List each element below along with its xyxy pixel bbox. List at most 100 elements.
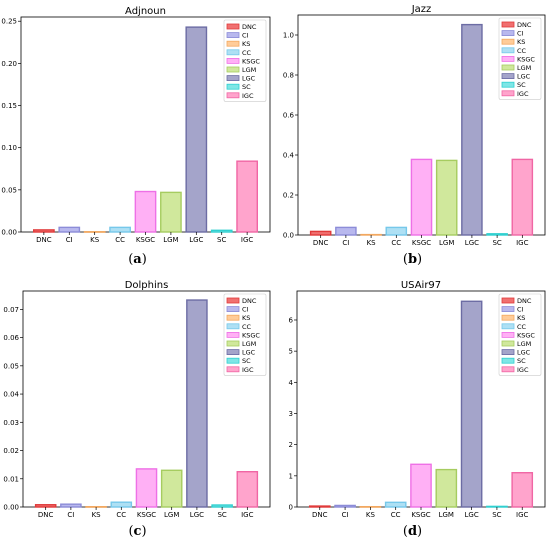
legend-swatch-lgc [501, 349, 515, 355]
legend-label-dnc: DNC [517, 21, 532, 29]
bar-cc [109, 226, 131, 233]
y-tick-label: 0.0 [283, 232, 294, 240]
chart-title: Jazz [411, 4, 432, 15]
y-tick-label: 0.00 [3, 504, 19, 512]
bar-cc [384, 501, 407, 508]
legend-label-dnc: DNC [242, 297, 257, 305]
bar-ci [58, 226, 81, 233]
bar-ksgc [135, 468, 158, 508]
legend-swatch-lgm [501, 64, 515, 71]
legend-label-sc: SC [242, 357, 251, 365]
bar-lgc [460, 300, 483, 508]
y-tick-label: 0.00 [1, 229, 17, 237]
legend-swatch-ci [226, 32, 240, 38]
legend-label-igc: IGC [517, 90, 529, 98]
y-tick-label: 6 [289, 316, 294, 324]
y-tick-label: 0.6 [283, 112, 295, 120]
legend-swatch-cc [501, 323, 515, 330]
y-tick-label: 0.04 [3, 391, 19, 399]
legend-swatch-lgm [501, 340, 515, 347]
x-tick-label-lgc: LGC [465, 239, 479, 247]
x-tick-label-ksgc: KSGC [137, 511, 156, 519]
legend-swatch-igc [501, 366, 515, 373]
legend-label-lgc: LGC [517, 73, 531, 81]
y-tick-label: 0.10 [1, 144, 17, 152]
panel-caption-a: (a) [128, 252, 147, 267]
x-tick-label-ci: CI [67, 511, 74, 519]
legend-swatch-ks [501, 38, 515, 45]
chart-dolphins: Dolphins 0.00 0.01 0.02 0.03 0.04 0.05 0.06 0.07… [3, 280, 271, 519]
legend-swatch-ks [501, 314, 515, 321]
legend-swatch-ksgc [501, 332, 515, 338]
x-tick-label-sc: SC [492, 239, 501, 247]
x-tick-label-lgm: LGM [164, 511, 179, 519]
x-tick-label-lgm: LGM [439, 511, 454, 519]
legend-swatch-dnc [226, 297, 240, 304]
legend-swatch-ci [501, 30, 515, 37]
bar-sc [486, 505, 508, 508]
legend-swatch-sc [501, 357, 515, 364]
bar-igc [236, 471, 259, 508]
x-tick-label-cc: CC [391, 239, 401, 247]
y-tick-label: 1.0 [283, 32, 294, 40]
legend-swatch-ks [226, 40, 240, 47]
legend-label-ks: KS [242, 40, 250, 48]
chart-title: Adjnoun [125, 6, 166, 17]
x-tick-label-lgm: LGM [439, 239, 454, 247]
x-tick-label-igc: IGC [241, 511, 253, 519]
chart-panel-adjnoun: Adjnoun 0.00 0.05 0.10 0.15 0.20 0.25 DNC CI KS CC… [0, 0, 275, 271]
legend-swatch-igc [226, 366, 240, 373]
x-tick-label-sc: SC [492, 511, 501, 519]
legend-label-sc: SC [517, 81, 526, 89]
legend-label-ci: CI [517, 30, 524, 38]
y-tick-label: 0.15 [1, 102, 17, 110]
legend-label-ksgc: KSGC [517, 331, 535, 339]
x-tick-label-igc: IGC [241, 236, 253, 244]
bar-lgm [160, 191, 182, 233]
legend-label-dnc: DNC [242, 23, 257, 31]
legend-label-ksgc: KSGC [517, 55, 535, 63]
bar-ci [335, 226, 357, 236]
legend-label-cc: CC [242, 323, 252, 331]
legend-swatch-ksgc [226, 58, 240, 64]
bar-ci [334, 504, 356, 508]
y-tick-label: 0 [289, 504, 293, 512]
legend-label-igc: IGC [242, 366, 254, 374]
x-tick-label-lgc: LGC [189, 236, 203, 244]
y-tick-label: 0.05 [3, 362, 19, 370]
bar-dnc [308, 505, 331, 508]
legend-swatch-lgc [501, 73, 515, 79]
bar-lgc [461, 23, 483, 236]
legend-label-cc: CC [242, 49, 252, 57]
legend-swatch-cc [226, 49, 240, 56]
x-tick-label-cc: CC [116, 511, 126, 519]
x-tick-label-ks: KS [367, 239, 377, 247]
x-tick-label-ci: CI [66, 236, 73, 244]
chart-panel-jazz: Jazz 0.0 0.2 0.4 0.6 0.8 1.0 DNC CI KS CC KSGC LGM LG… [275, 0, 550, 271]
legend-label-igc: IGC [517, 366, 529, 374]
legend-label-sc: SC [242, 83, 251, 91]
legend-label-lgm: LGM [242, 340, 256, 348]
legend-label-lgc: LGC [242, 75, 256, 83]
y-tick-label: 1 [289, 472, 293, 480]
legend-box [498, 293, 542, 376]
legend-swatch-ci [501, 306, 515, 312]
legend-label-ks: KS [517, 38, 525, 46]
x-tick-label-ksgc: KSGC [411, 511, 430, 519]
x-tick-label-ci: CI [342, 511, 349, 519]
legend-swatch-ksgc [226, 332, 240, 338]
x-tick-label-cc: CC [115, 236, 125, 244]
bar-lgc [185, 26, 208, 233]
legend-swatch-dnc [501, 297, 515, 304]
legend-label-lgm: LGM [517, 340, 531, 348]
bar-lgc [186, 299, 208, 508]
legend-label-cc: CC [517, 323, 527, 331]
y-tick-label: 0.25 [1, 18, 17, 26]
x-tick-label-ksgc: KSGC [412, 239, 431, 247]
legend-swatch-cc [501, 47, 515, 54]
y-tick-label: 0.20 [1, 60, 17, 68]
